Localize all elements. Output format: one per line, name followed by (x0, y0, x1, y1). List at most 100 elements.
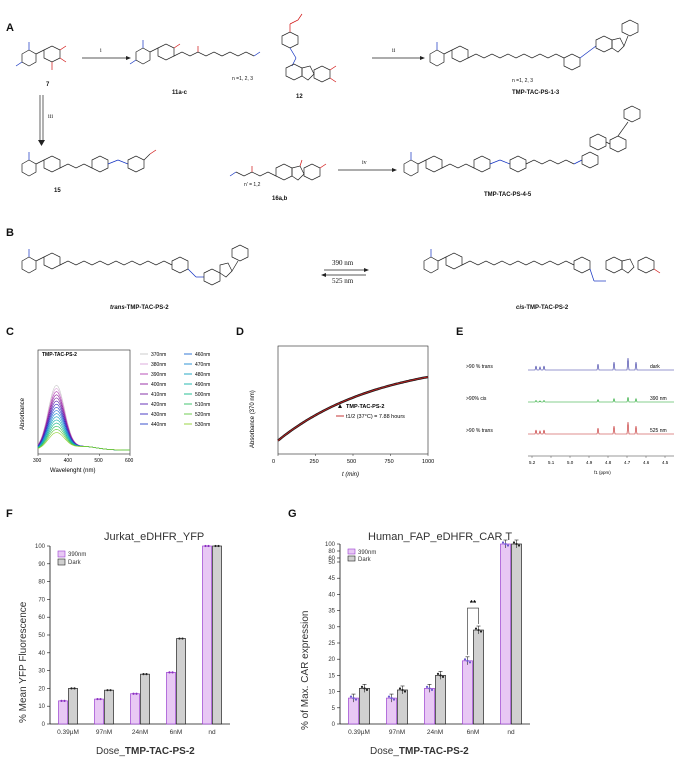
car-t-title: Human_FAP_eDHFR_CAR T (368, 531, 512, 543)
uv-vis-legend-label: 380nm (151, 362, 166, 368)
car-t-ytick-label: 80 (328, 549, 335, 555)
uv-vis-legend-label: 370nm (151, 352, 166, 358)
uv-vis-title: TMP-TAC-PS-2 (42, 352, 77, 358)
jurkat-ytick-label: 70 (38, 597, 45, 603)
uv-vis-curve-530nm (37, 432, 130, 451)
uv-vis-legend-label: 430nm (151, 412, 166, 418)
car-t-legend-label: 390nm (358, 550, 376, 556)
reaction-arrow-ii (372, 56, 425, 60)
car-t-bar-point (352, 696, 355, 700)
jurkat-bar-point (99, 697, 102, 701)
jurkat-legend-label: 390nm (68, 552, 86, 558)
kinetics-xtick-label: 250 (310, 459, 319, 465)
panel-letter-f: F (6, 508, 13, 520)
nmr-xtick-label: 5.0 (567, 460, 574, 465)
uv-vis-legend-label: 410nm (151, 392, 166, 398)
uv-vis-curve-470nm (37, 413, 130, 451)
jurkat-ytick-label: 0 (42, 722, 46, 728)
kinetics-panel: Absorbance (370 nm) t (min) 0 250 500 750 10… (242, 336, 452, 496)
car-t-bar-Dark (511, 543, 522, 725)
cis-name: TMP-TAC-PS-2 (526, 305, 569, 311)
car-t-category-label: 0.39µM (348, 729, 370, 736)
trans-name: TMP-TAC-PS-2 (126, 305, 169, 311)
jurkat-bar-point (217, 544, 220, 548)
nmr-chart: >90 % trans dark >90% cis 390 nm >90 % trans… (466, 357, 674, 475)
jurkat-ytick-label: 40 (38, 651, 45, 657)
car-t-bar-chart: Human_FAP_eDHFR_CAR T % of Max. CAR expr… (300, 531, 530, 757)
car-t-bar-point (479, 630, 483, 633)
car-t-ytick-label: 20 (328, 657, 335, 663)
jurkat-bar-panel: Jurkat_eDHFR_YFP % Mean YFP Fluorescence… (8, 518, 278, 758)
car-t-ytick-label: 25 (328, 641, 335, 647)
car-t-bar-Dark (473, 629, 484, 725)
nmr-row-condition: 390 nm (650, 396, 667, 402)
car-t-bar-390nm (462, 660, 473, 725)
structure-compound-12 (281, 13, 337, 83)
reaction-arrow-iv (338, 168, 397, 172)
uv-vis-legend-label: 460nm (195, 352, 210, 358)
reaction-arrow-iii (38, 95, 45, 146)
nmr-spectrum (528, 397, 674, 403)
jurkat-category-label: 6nM (170, 729, 183, 736)
structure-product-1-3 (429, 19, 639, 71)
jurkat-bar-Dark (68, 688, 78, 725)
car-t-bar-point (390, 696, 393, 700)
label-compound-15: 15 (54, 188, 61, 194)
car-t-ytick-label: 45 (328, 576, 335, 582)
kinetics-xlabel: t (min) (342, 472, 359, 478)
jurkat-bar-point (181, 637, 184, 640)
label-compound-12: 12 (296, 94, 303, 100)
uv-vis-curve-520nm (37, 428, 130, 451)
label-compound-16: 16a,b (272, 196, 288, 202)
jurkat-bar-point (60, 699, 63, 702)
uv-vis-legend-label: 490nm (195, 382, 210, 388)
jurkat-bar-390nm (58, 700, 68, 725)
jurkat-bar-Dark (140, 673, 150, 725)
jurkat-ytick-label: 20 (38, 686, 45, 692)
n-note-compound-16: n' = 1,2 (244, 182, 261, 188)
jurkat-legend-label: Dark (68, 560, 82, 566)
car-t-ytick-label: 10 (328, 690, 335, 696)
kinetics-axes-frame (277, 345, 429, 455)
kinetics-xtick-label: 750 (385, 459, 394, 465)
car-t-ytick-label: 15 (328, 673, 335, 679)
jurkat-bar-point (63, 699, 66, 702)
kinetics-ylabel: Absorbance (370 nm) (250, 390, 256, 448)
isomerization-scheme: trans-TMP-TAC-PS-2 cis-TMP-TAC-PS-2 390 … (0, 225, 685, 325)
jurkat-bar-point (178, 637, 181, 640)
car-t-bar-point (474, 627, 478, 630)
nmr-row-label: >90 % trans (466, 364, 493, 370)
uv-vis-curve-420nm (37, 400, 130, 451)
uv-vis-curve-440nm (37, 406, 130, 451)
nmr-xtick-label: 4.5 (662, 460, 669, 465)
car-t-ytick-label: 40 (328, 592, 335, 598)
uv-vis-legend-label: 480nm (195, 372, 210, 378)
uv-vis-legend-label: 510nm (195, 402, 210, 408)
car-t-bar-point (501, 541, 505, 544)
scheme-a-drawing (15, 13, 641, 181)
jurkat-xlabel: Dose_TMP-TAC-PS-2 (96, 746, 195, 757)
nmr-row-label: >90% cis (466, 396, 487, 402)
uv-vis-panel: TMP-TAC-PS-2 Absorbance Wavelenght (nm) … (10, 340, 230, 490)
car-t-bar-point (428, 687, 431, 690)
uv-vis-legend-label: 420nm (151, 402, 166, 408)
reagent-i: i (100, 48, 102, 54)
car-t-legend-swatch (347, 555, 356, 562)
jurkat-bar-point (214, 544, 217, 548)
uv-vis-legend-label: 440nm (151, 422, 166, 428)
car-t-bar-point (463, 658, 467, 661)
equilibrium-arrows (321, 268, 369, 277)
structure-compound-15 (21, 149, 157, 177)
jurkat-bar-point (204, 544, 207, 548)
scheme-b-drawing (21, 244, 661, 286)
jurkat-bar-Dark (176, 638, 186, 725)
uv-vis-curve-370nm (37, 384, 130, 451)
car-t-bar-panel: Human_FAP_eDHFR_CAR T % of Max. CAR expr… (290, 518, 570, 758)
jurkat-category-label: 24nM (132, 729, 148, 736)
label-trans-isomer: trans-TMP-TAC-PS-2 (110, 305, 169, 311)
car-t-bar-390nm (424, 688, 435, 725)
car-t-bar-point (468, 661, 472, 664)
car-t-ytick-label: 50 (328, 560, 335, 566)
label-product-1-3: TMP-TAC-PS-1-3 (512, 90, 560, 96)
car-t-ytick-label: 5 (332, 706, 336, 712)
